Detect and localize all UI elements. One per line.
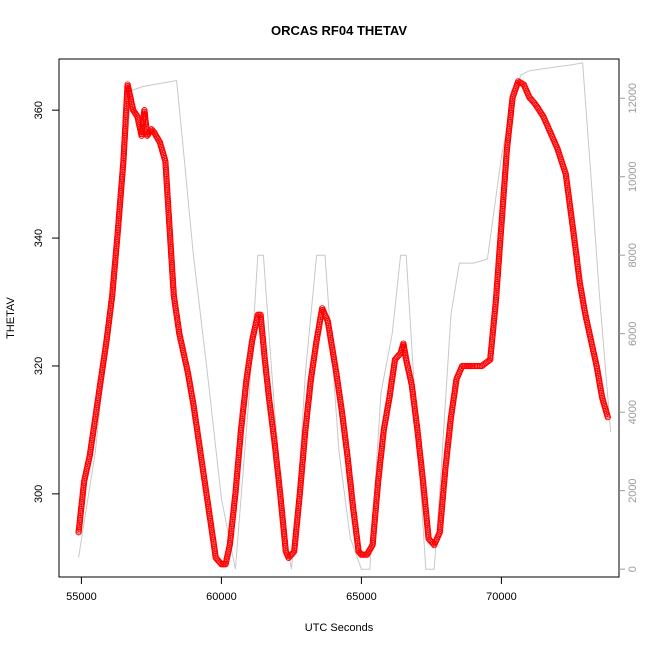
y2-tick-label: 6000 xyxy=(627,321,639,345)
y2-tick-label: 10000 xyxy=(627,161,639,192)
x-tick-label: 65000 xyxy=(346,591,377,603)
data-point xyxy=(604,413,611,421)
y-tick-label: 360 xyxy=(33,101,45,119)
y2-tick-label: 12000 xyxy=(627,83,639,114)
y-tick-label: 300 xyxy=(33,485,45,503)
x-tick-label: 60000 xyxy=(206,591,237,603)
x-axis: 55000 60000 65000 70000 xyxy=(66,576,517,603)
y2-tick-label: 4000 xyxy=(627,400,639,424)
y-tick-label: 340 xyxy=(33,229,45,247)
y2-tick-label: 8000 xyxy=(627,243,639,267)
y-axis: 300 320 340 360 xyxy=(33,101,59,503)
y2-tick-label: 0 xyxy=(627,566,639,572)
y-tick-label: 320 xyxy=(33,357,45,375)
x-axis-label: UTC Seconds xyxy=(305,622,374,634)
y2-tick-label: 2000 xyxy=(627,478,639,502)
y-axis-label: THETAV xyxy=(5,296,17,338)
plot-background xyxy=(59,59,619,577)
points-layer xyxy=(75,78,611,568)
y2-axis: 0 2000 4000 6000 8000 10000 12000 xyxy=(619,83,639,572)
x-tick-label: 55000 xyxy=(66,591,97,603)
x-tick-label: 70000 xyxy=(486,591,517,603)
chart-title: ORCAS RF04 THETAV xyxy=(271,23,407,38)
